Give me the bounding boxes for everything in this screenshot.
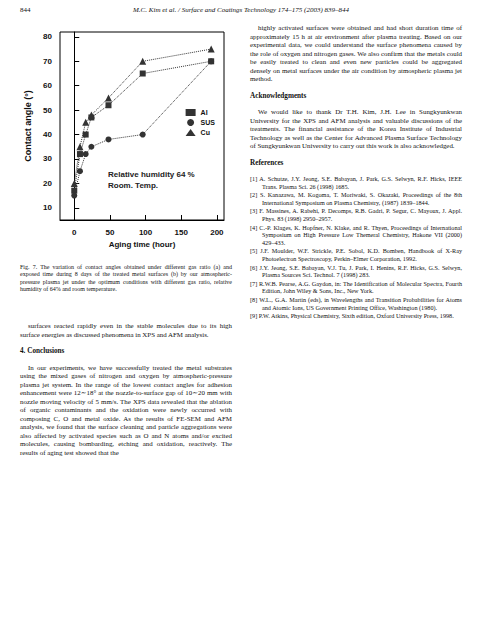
svg-text:20: 20 — [43, 179, 52, 188]
svg-text:40: 40 — [43, 130, 52, 139]
svg-text:70: 70 — [43, 57, 52, 66]
svg-text:SUS: SUS — [201, 119, 216, 126]
html-text:References: References — [250, 158, 284, 167]
svg-text:50: 50 — [43, 106, 52, 115]
svg-text:Al: Al — [201, 109, 208, 116]
html-text:M.C. Kim et al. / Surface and: M.C. Kim et al. / Surface and Coatings T… — [133, 6, 349, 14]
svg-text:10: 10 — [43, 203, 52, 212]
html-text:[3] F. Massines, A. Rabehi, P.: [3] F. Massines, A. Rabehi, P. Decomps, … — [250, 207, 462, 222]
html-text:[9] P.W. Atkins, Physical Chem: [9] P.W. Atkins, Physical Chemistry, Six… — [250, 312, 454, 320]
html-text:[5] J.F. Moulder, W.F. Strickl: [5] J.F. Moulder, W.F. Strickle, P.E. So… — [250, 247, 462, 262]
html-text:In our experiments, we have su: In our experiments, we have successfully… — [20, 363, 232, 456]
svg-text:80: 80 — [43, 32, 52, 41]
html-text:[8] W.L., G.A. Martin (eds), i: [8] W.L., G.A. Martin (eds), in Waveleng… — [250, 295, 462, 311]
svg-text:200: 200 — [210, 228, 224, 237]
svg-text:Cu: Cu — [201, 129, 210, 136]
svg-text:30: 30 — [43, 154, 52, 163]
html-text:4. Conclusions: 4. Conclusions — [20, 347, 65, 355]
html-text:[2] S. Kanazawa, M. Kogoma, T.: [2] S. Kanazawa, M. Kogoma, T. Moriwaki,… — [250, 191, 462, 206]
svg-text:Relative humidity 64 %: Relative humidity 64 % — [108, 170, 195, 179]
svg-text:Room. Temp.: Room. Temp. — [108, 181, 158, 190]
html-text:[6] J.Y. Jeong, S.E. Babayan,: [6] J.Y. Jeong, S.E. Babayan, V.J. Tu, J… — [250, 263, 462, 279]
html-text:Acknowledgments: Acknowledgments — [250, 91, 307, 100]
html-text:844: 844 — [20, 6, 31, 14]
html-text:[4] C.-P. Klages, K. Hopfner,: [4] C.-P. Klages, K. Hopfner, N. Klake, … — [250, 223, 462, 246]
svg-text:50: 50 — [105, 228, 114, 237]
html-text:We would like to thank Dr T.H.: We would like to thank Dr T.H. Kim, J.H.… — [250, 108, 462, 149]
html-text:surfaces reacted rapidly even: surfaces reacted rapidly even in the sta… — [20, 322, 232, 338]
svg-text:60: 60 — [43, 81, 52, 90]
html-text:[7] R.W.B. Pearse, A.G. Gaydon: [7] R.W.B. Pearse, A.G. Gaydon, in: The … — [250, 279, 462, 295]
html-text:highly activated surfaces were: highly activated surfaces were obtained … — [250, 24, 462, 82]
svg-text:Aging time (hour): Aging time (hour) — [109, 240, 176, 249]
svg-text:0: 0 — [72, 228, 77, 237]
html-text:[1] A. Schutze, J.Y. Jeong, S.: [1] A. Schutze, J.Y. Jeong, S.E. Babayan… — [250, 175, 462, 190]
svg-text:Contact angle (°): Contact angle (°) — [23, 90, 33, 162]
html-text:Fig. 7. The variation of conta: Fig. 7. The variation of contact angles … — [20, 264, 232, 293]
svg-text:150: 150 — [175, 228, 189, 237]
svg-text:100: 100 — [139, 228, 153, 237]
